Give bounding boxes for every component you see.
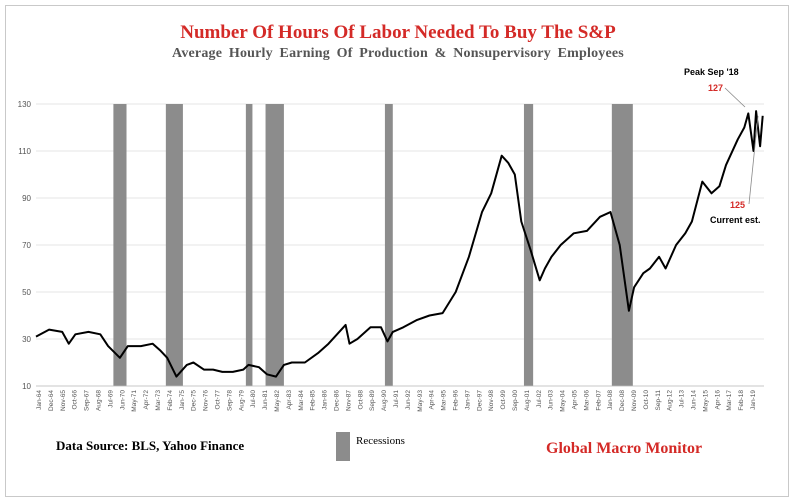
x-tick-label: Jun-70	[119, 390, 126, 410]
annotations: Peak Sep '18 127 125 Current est.	[684, 67, 761, 225]
recession-band	[384, 104, 393, 386]
x-tick-label: Nov-98	[488, 390, 495, 411]
x-axis: Jan-64 Dec-64 Nov-65 Oct-66 Sep-67 Aug-68 Jul-…	[36, 385, 764, 412]
x-tick-label: May-15	[702, 390, 709, 412]
x-tick-label: Dec-64	[48, 390, 55, 411]
x-tick-label: Oct-66	[72, 390, 79, 410]
current-annotation-label: Current est.	[710, 215, 761, 225]
legend-recessions-swatch	[336, 432, 350, 461]
y-tick-label: 130	[18, 100, 32, 109]
x-tick-label: Aug-79	[238, 390, 245, 411]
x-tick-label: Jan-64	[36, 390, 43, 410]
x-tick-label: Jun-81	[262, 390, 269, 410]
peak-annotation-label: Peak Sep '18	[684, 67, 739, 77]
recession-band	[245, 104, 253, 386]
y-tick-label: 30	[22, 335, 31, 344]
x-tick-label: Aug-90	[381, 390, 388, 411]
recession-band	[165, 104, 183, 386]
x-tick-label: Sep-11	[655, 390, 662, 411]
x-tick-label: Jan-97	[464, 390, 471, 410]
x-tick-label: Jun-14	[691, 390, 698, 410]
x-tick-label: Apr-83	[286, 390, 293, 410]
y-tick-label: 90	[22, 194, 31, 203]
x-tick-label: Mar-84	[298, 390, 305, 411]
peak-leader-line	[724, 87, 746, 108]
x-tick-label: Apr-16	[714, 390, 721, 410]
y-tick-label: 50	[22, 288, 31, 297]
x-tick-label: Feb-85	[310, 390, 317, 411]
x-tick-label: Jan-08	[607, 390, 614, 410]
x-tick-label: Oct-88	[357, 390, 364, 410]
x-tick-label: Nov-65	[60, 390, 67, 411]
peak-annotation-value: 127	[708, 83, 723, 93]
y-tick-label: 70	[22, 241, 31, 250]
x-tick-label: Sep-00	[512, 390, 519, 411]
x-tick-label: Jul-80	[250, 390, 257, 408]
x-tick-label: Feb-07	[595, 390, 602, 411]
x-tick-label: Dec-97	[476, 390, 483, 411]
x-tick-label: Mar-73	[155, 390, 162, 411]
x-tick-label: Jun-03	[548, 390, 555, 410]
x-tick-label: Jul-02	[536, 390, 543, 408]
x-tick-label: Apr-05	[572, 390, 579, 410]
current-leader-line	[748, 115, 759, 205]
chart-title: Number Of Hours Of Labor Needed To Buy T…	[180, 22, 616, 43]
x-tick-label: Jun-92	[405, 390, 412, 410]
chart-subtitle: Average Hourly Earning Of Production & N…	[172, 46, 624, 61]
x-tick-label: Sep-89	[369, 390, 376, 411]
x-tick-label: Apr-72	[143, 390, 150, 410]
x-tick-label: May-93	[417, 390, 424, 412]
x-tick-label: Nov-87	[345, 390, 352, 411]
x-tick-label: May-04	[560, 390, 567, 412]
x-tick-label: Mar-06	[583, 390, 590, 411]
x-tick-label: Mar-17	[726, 390, 733, 411]
x-tick-label: Aug-01	[524, 390, 531, 411]
chart-frame	[5, 5, 789, 497]
series-line	[35, 110, 764, 378]
x-tick-label: Jan-19	[750, 390, 757, 410]
y-axis: 10 30 50 70 90 110 130	[18, 100, 32, 391]
x-tick-label: Jul-69	[107, 390, 114, 408]
x-tick-label: Feb-96	[453, 390, 460, 411]
x-tick-label: Dec-08	[619, 390, 626, 411]
legend-recessions-label: Recessions	[356, 435, 405, 447]
current-annotation-value: 125	[730, 200, 745, 210]
x-tick-label: Jan-86	[322, 390, 329, 410]
x-tick-label: Oct-10	[643, 390, 650, 410]
y-tick-label: 10	[22, 382, 31, 391]
x-tick-label: May-82	[274, 390, 281, 412]
x-tick-label: Jan-75	[179, 390, 186, 410]
x-tick-label: Sep-78	[226, 390, 233, 411]
x-tick-label: Aug-12	[667, 390, 674, 411]
x-tick-label: Oct-99	[500, 390, 507, 410]
x-tick-label: Apr-94	[429, 390, 436, 410]
x-tick-label: Dec-75	[191, 390, 198, 411]
recession-band	[113, 104, 127, 386]
brand-label: Global Macro Monitor	[546, 440, 703, 457]
x-tick-label: Aug-68	[96, 390, 103, 411]
x-tick-label: Feb-18	[738, 390, 745, 411]
x-tick-label: Nov-09	[631, 390, 638, 411]
x-tick-label: May-71	[131, 390, 138, 412]
x-tick-label: Jul-13	[679, 390, 686, 408]
x-tick-label: Jul-91	[393, 390, 400, 408]
y-tick-label: 110	[18, 147, 31, 156]
recession-band	[611, 104, 633, 386]
x-tick-label: Oct-77	[215, 390, 222, 410]
x-tick-label: Dec-86	[334, 390, 341, 411]
x-tick-label: Mar-95	[441, 390, 448, 411]
data-source-note: Data Source: BLS, Yahoo Finance	[56, 438, 245, 453]
series-group	[35, 110, 764, 378]
recession-band	[265, 104, 284, 386]
x-tick-label: Nov-76	[203, 390, 210, 411]
x-tick-label: Feb-74	[167, 390, 174, 411]
x-tick-label: Sep-67	[84, 390, 91, 411]
gridlines	[36, 103, 764, 387]
